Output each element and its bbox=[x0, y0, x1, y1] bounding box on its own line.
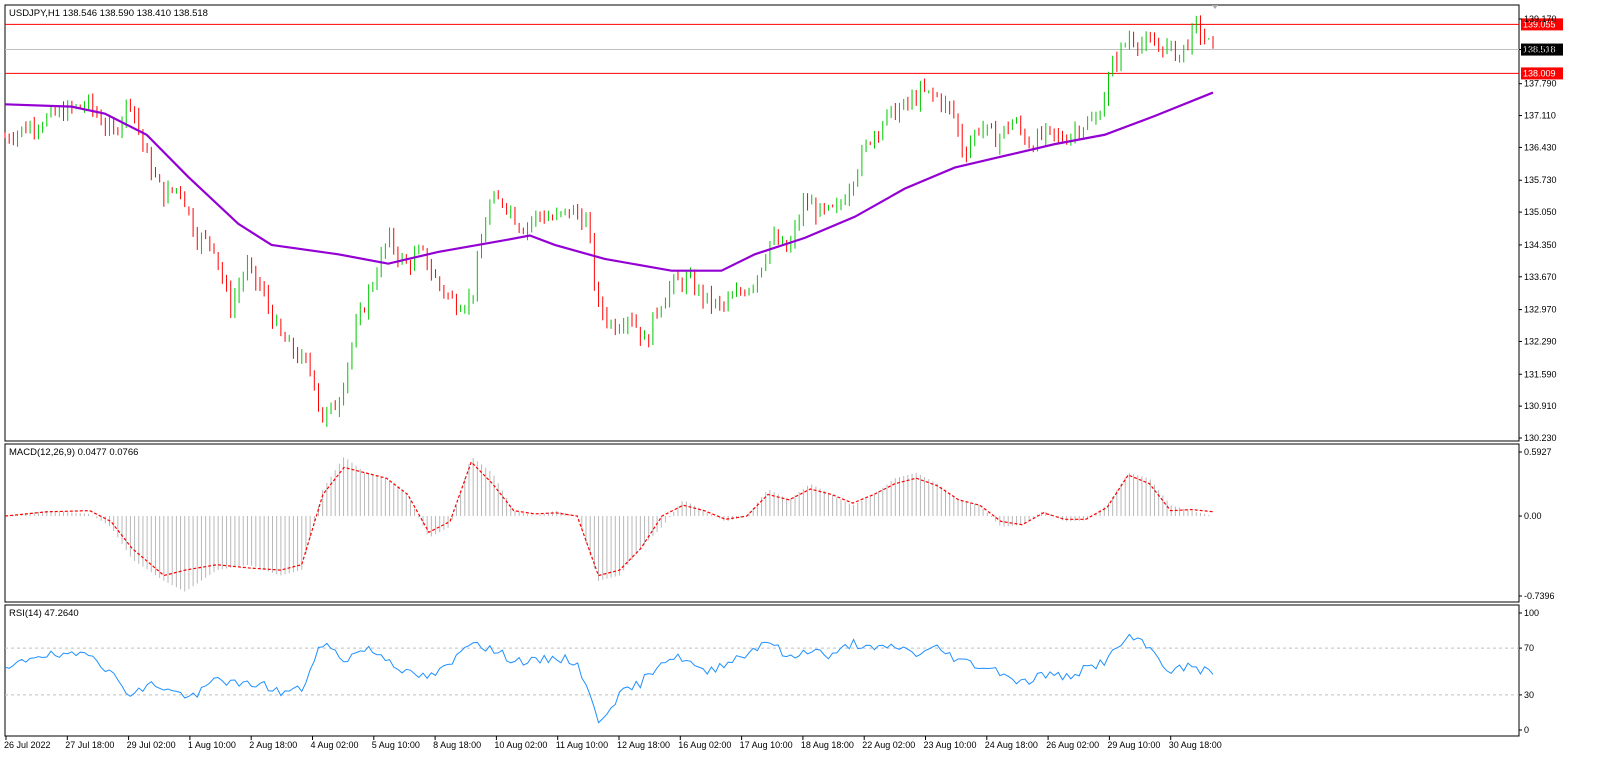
rsi-panel[interactable] bbox=[4, 604, 1520, 737]
macd-signal-polyline bbox=[4, 460, 1214, 577]
price-axis: 139.170 138.518 137.790 137.110 136.430 135.7… bbox=[1519, 14, 1557, 443]
price-lines: 139.055 138.009 138.518 bbox=[5, 18, 1563, 80]
price-panel[interactable] bbox=[4, 4, 1520, 442]
price-tick-label: 132.970 bbox=[1524, 305, 1557, 315]
level-tag-label: 138.009 bbox=[1523, 68, 1556, 78]
time-tick-label: 16 Aug 02:00 bbox=[678, 740, 731, 750]
chart-shift-marker[interactable] bbox=[1212, 5, 1218, 9]
level-tag bbox=[1521, 67, 1563, 80]
price-tick-label: 137.110 bbox=[1524, 111, 1556, 121]
ma-200-line bbox=[4, 91, 1214, 272]
rsi-panel-title: RSI(14) 47.2640 bbox=[9, 608, 79, 619]
bid-tag-label: 138.518 bbox=[1523, 45, 1556, 55]
rsi-line bbox=[4, 633, 1214, 724]
time-tick-label: 4 Aug 02:00 bbox=[311, 740, 359, 750]
time-tick-label: 8 Aug 18:00 bbox=[433, 740, 481, 750]
rsi-tick-label: 0 bbox=[1524, 725, 1529, 735]
macd-axis: 0.5927 0.00 -0.7396 bbox=[1519, 447, 1555, 601]
rsi-polyline bbox=[4, 633, 1214, 724]
price-tick-label: 139.170 bbox=[1524, 14, 1557, 24]
price-tick-label: 135.050 bbox=[1524, 207, 1557, 217]
level-tag bbox=[1521, 18, 1563, 31]
price-panel-title: USDJPY,H1 138.546 138.590 138.410 138.51… bbox=[9, 8, 208, 19]
time-tick-label: 26 Aug 02:00 bbox=[1046, 740, 1099, 750]
time-tick-label: 10 Aug 02:00 bbox=[494, 740, 547, 750]
time-tick-label: 17 Aug 10:00 bbox=[740, 740, 793, 750]
price-tick-label: 135.730 bbox=[1524, 175, 1557, 185]
macd-signal-line bbox=[4, 460, 1214, 577]
time-tick-label: 18 Aug 18:00 bbox=[801, 740, 854, 750]
time-tick-label: 5 Aug 10:00 bbox=[372, 740, 420, 750]
time-tick-label: 11 Aug 10:00 bbox=[556, 740, 608, 750]
rsi-tick-label: 100 bbox=[1524, 608, 1539, 618]
rsi-tick-label: 30 bbox=[1524, 690, 1534, 700]
time-tick-label: 29 Aug 10:00 bbox=[1107, 740, 1160, 750]
macd-tick-label: -0.7396 bbox=[1524, 591, 1555, 601]
price-candles bbox=[4, 15, 1214, 427]
level-tag-label: 139.055 bbox=[1523, 19, 1556, 29]
price-tick-label: 134.350 bbox=[1524, 240, 1557, 250]
price-tick-label: 130.230 bbox=[1524, 433, 1557, 443]
price-tick-label: 137.790 bbox=[1524, 79, 1557, 89]
macd-tick-label: 0.5927 bbox=[1524, 447, 1552, 457]
price-tick-label: 132.290 bbox=[1524, 336, 1557, 346]
time-axis: 26 Jul 2022 27 Jul 18:00 29 Jul 02:00 1 Aug… bbox=[4, 736, 1222, 750]
time-tick-label: 29 Jul 02:00 bbox=[127, 740, 176, 750]
rsi-tick-label: 70 bbox=[1524, 643, 1534, 653]
price-tick-label: 133.670 bbox=[1524, 272, 1557, 282]
time-tick-label: 22 Aug 02:00 bbox=[862, 740, 915, 750]
ma-line bbox=[4, 91, 1214, 272]
rsi-levels bbox=[5, 647, 1519, 696]
time-tick-label: 1 Aug 10:00 bbox=[188, 740, 236, 750]
macd-panel-title: MACD(12,26,9) 0.0477 0.0766 bbox=[9, 447, 138, 458]
rsi-axis: 100 70 30 0 bbox=[1519, 608, 1539, 735]
macd-tick-label: 0.00 bbox=[1524, 511, 1542, 521]
time-tick-label: 23 Aug 10:00 bbox=[924, 740, 977, 750]
price-tick-label: 130.910 bbox=[1524, 401, 1557, 411]
macd-histogram bbox=[8, 457, 1210, 592]
time-tick-label: 24 Aug 18:00 bbox=[985, 740, 1038, 750]
bid-tag bbox=[1521, 43, 1563, 56]
price-tick-label: 138.518 bbox=[1524, 45, 1557, 55]
time-tick-label: 30 Aug 18:00 bbox=[1169, 740, 1222, 750]
price-tick-label: 131.590 bbox=[1524, 369, 1557, 379]
time-tick-label: 27 Jul 18:00 bbox=[65, 740, 114, 750]
time-tick-label: 2 Aug 18:00 bbox=[249, 740, 297, 750]
macd-panel[interactable] bbox=[4, 443, 1520, 603]
price-tick-label: 136.430 bbox=[1524, 142, 1557, 152]
time-tick-label: 12 Aug 18:00 bbox=[617, 740, 670, 750]
time-tick-label: 26 Jul 2022 bbox=[4, 740, 51, 750]
